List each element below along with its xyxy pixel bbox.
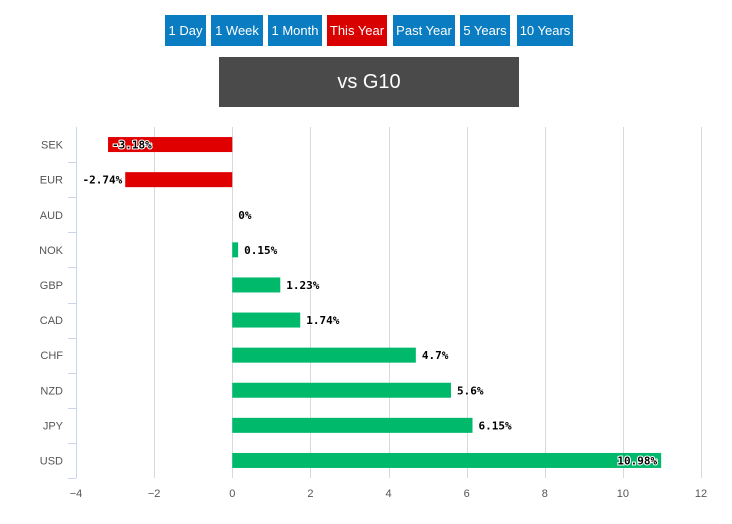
x-tick-label: 10: [617, 488, 629, 500]
data-label: 1.23%: [286, 279, 319, 292]
bar-cad: [232, 312, 301, 328]
category-label: EUR: [40, 175, 63, 187]
period-selector: 1 Day 1 Week 1 Month This Year Past Year…: [0, 0, 732, 60]
bar-sek: [108, 137, 233, 153]
x-tick-label: 8: [542, 488, 548, 500]
bar-chf: [232, 347, 416, 363]
tab-10-years[interactable]: 10 Years: [517, 15, 573, 46]
category-label: CHF: [40, 350, 63, 362]
category-label: NZD: [40, 385, 63, 397]
category-label: SEK: [41, 140, 64, 152]
tab-1-day[interactable]: 1 Day: [165, 15, 206, 46]
category-label: CAD: [40, 315, 63, 327]
tab-1-week[interactable]: 1 Week: [211, 15, 263, 46]
bar-nok: [232, 242, 239, 258]
bar-eur: [125, 172, 233, 188]
tab-1-month[interactable]: 1 Month: [268, 15, 322, 46]
category-label: USD: [40, 455, 63, 467]
data-label: 6.15%: [478, 419, 511, 432]
data-label: -3.18%: [112, 139, 152, 152]
bar-jpy: [232, 417, 473, 433]
data-label: 1.74%: [306, 314, 339, 327]
tab-this-year[interactable]: This Year: [327, 15, 387, 46]
data-label: 0.15%: [244, 244, 277, 257]
x-tick-label: −2: [148, 488, 161, 500]
bar-usd: [232, 452, 662, 468]
x-tick-label: 4: [385, 488, 391, 500]
tab-past-year[interactable]: Past Year: [393, 15, 455, 46]
data-label: 5.6%: [457, 384, 484, 397]
x-tick-label: 12: [695, 488, 707, 500]
bar-nzd: [232, 382, 451, 398]
category-label: NOK: [39, 245, 64, 257]
data-label: 10.98%: [617, 454, 657, 467]
data-label: -2.74%: [82, 174, 122, 187]
chart-title: vs G10: [219, 57, 519, 107]
x-tick-label: 6: [464, 488, 470, 500]
x-tick-label: 2: [307, 488, 313, 500]
data-label: 0%: [238, 209, 252, 222]
x-tick-label: −4: [70, 488, 83, 500]
category-label: AUD: [40, 210, 63, 222]
category-label: JPY: [43, 420, 64, 432]
bar-gbp: [232, 277, 281, 293]
category-label: GBP: [40, 280, 63, 292]
tab-5-years[interactable]: 5 Years: [460, 15, 510, 46]
x-tick-label: 0: [229, 488, 235, 500]
data-label: 4.7%: [422, 349, 449, 362]
